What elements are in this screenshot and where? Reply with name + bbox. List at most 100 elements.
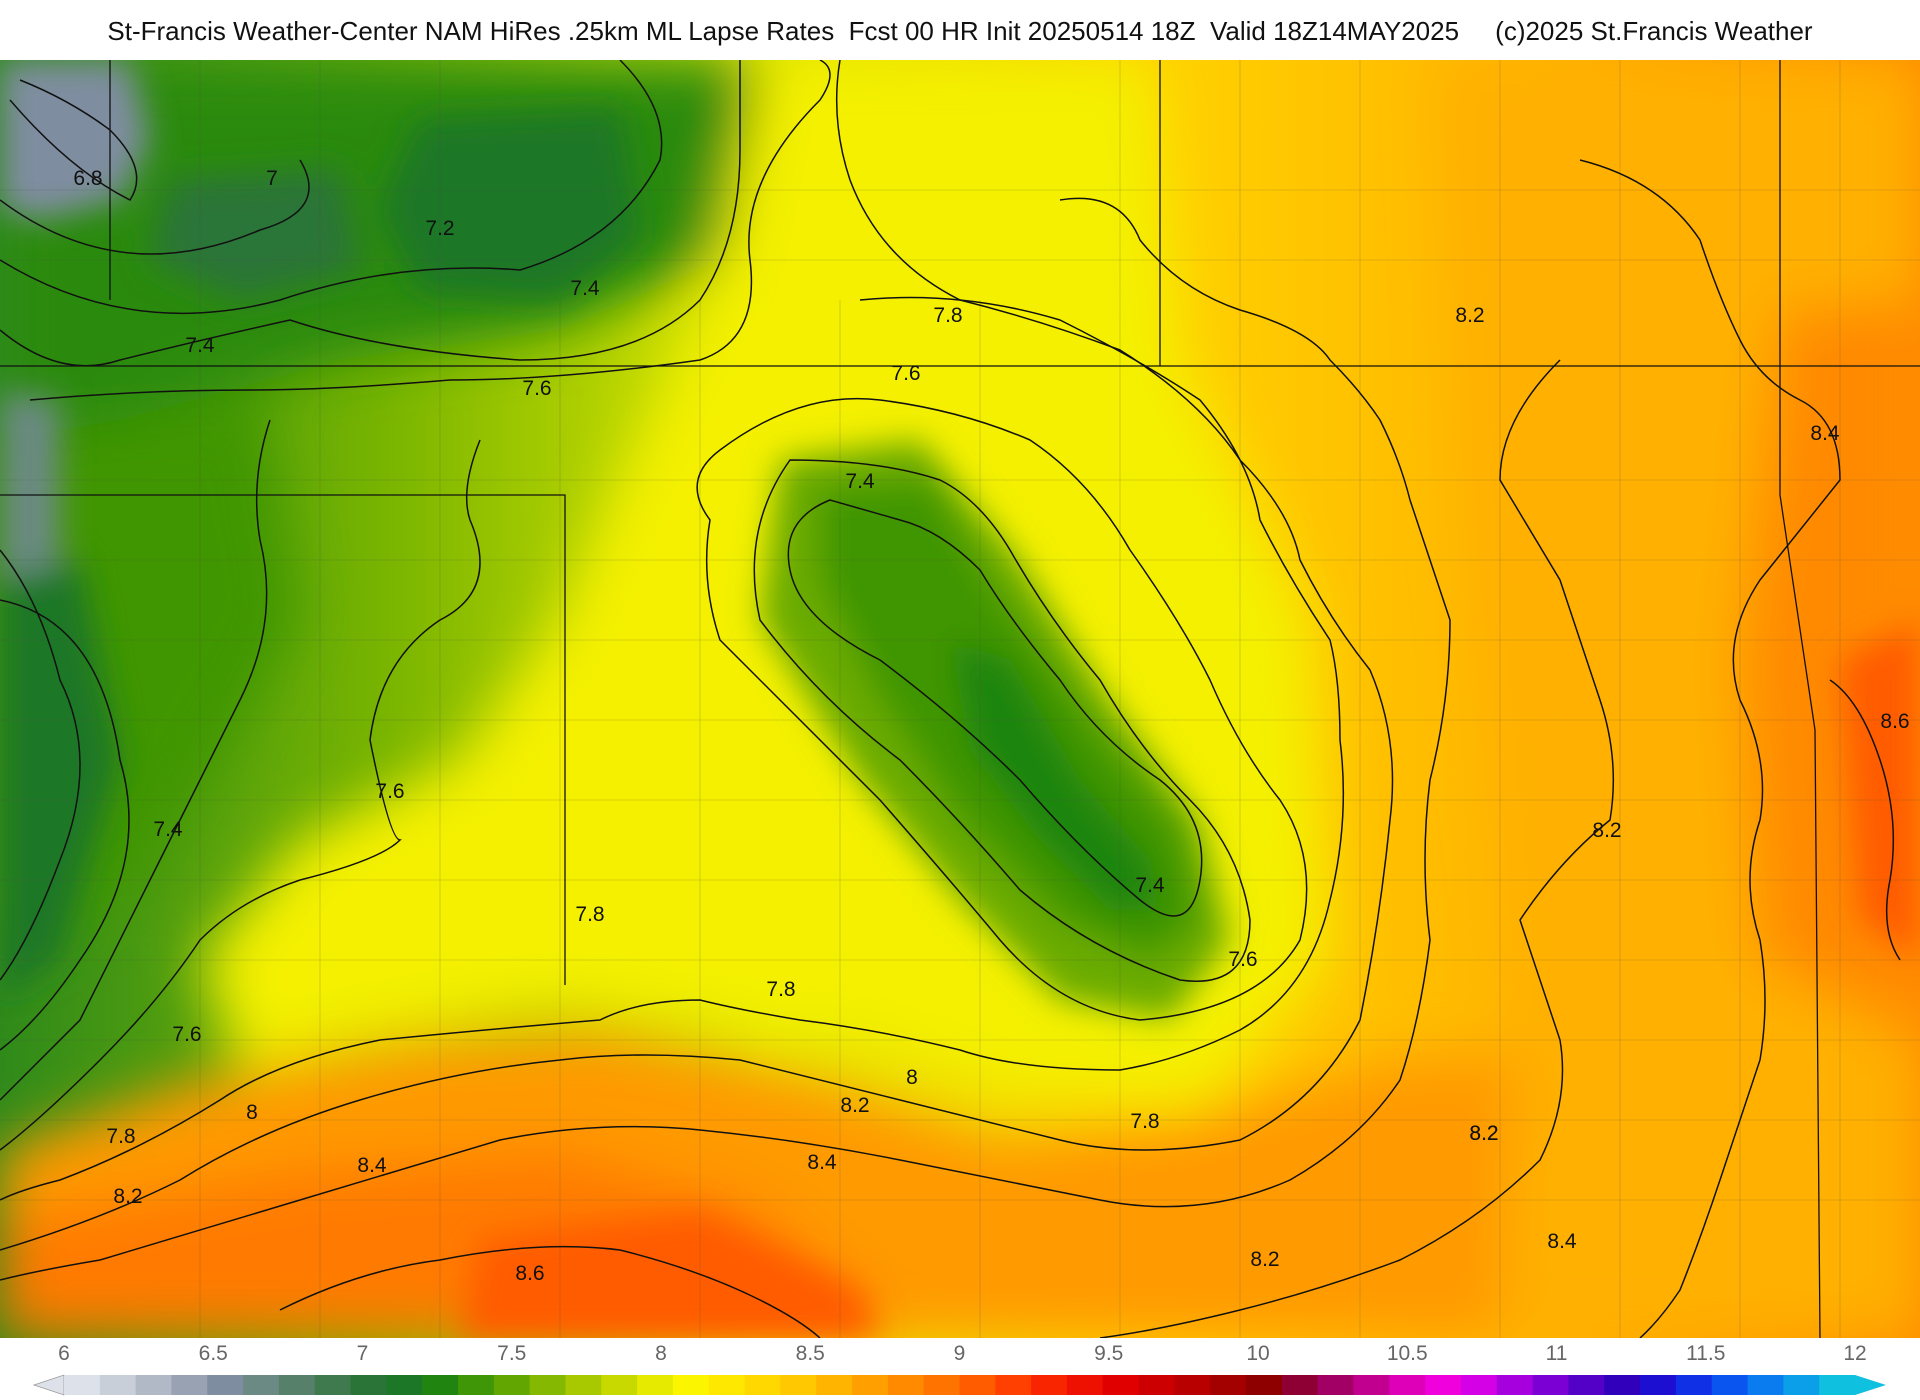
legend-color-swatch [1675,1375,1713,1395]
contour-label: 7.6 [375,780,404,803]
legend-color-swatch [314,1375,352,1395]
contour-label: 7.8 [766,978,795,1001]
county-lines [0,60,1920,1338]
legend-tick-label: 10.5 [1386,1342,1428,1365]
legend-tick-label: 12 [1843,1342,1867,1365]
legend-color-swatch [1711,1375,1749,1395]
legend-tick-label: 11 [1545,1342,1568,1365]
legend-max-arrow [1855,1375,1886,1395]
contour-label: 7.2 [425,217,454,240]
legend-color-swatch [1246,1375,1283,1395]
title-bar: St-Francis Weather-Center NAM HiRes .25k… [0,0,1920,60]
legend-color-swatch [708,1375,746,1395]
legend-color-swatch [64,1375,101,1395]
contour-label: 7.4 [845,470,875,493]
contour-label: 8 [906,1066,918,1089]
legend-color-swatch [1031,1375,1068,1395]
legend-color-swatch [1819,1375,1856,1395]
legend-color-swatch [1747,1375,1784,1395]
legend-color-bar [32,1374,1886,1396]
legend-color-swatch [1783,1375,1820,1395]
legend-color-swatch [1568,1375,1605,1395]
legend-color-swatch [1389,1375,1426,1395]
legend-color-swatch [995,1375,1032,1395]
legend-tick-label: 8.5 [795,1342,825,1365]
legend-color-swatch [780,1375,817,1395]
contour-label: 7.6 [1228,948,1257,971]
legend-color-swatch [852,1375,889,1395]
legend-color-swatch [529,1375,566,1395]
legend-tick-label: 9.5 [1094,1342,1124,1365]
contour-label: 7.8 [575,903,604,926]
legend-color-swatch [1604,1375,1641,1395]
contour-label: 8.2 [1250,1248,1279,1271]
legend-color-swatch [1353,1375,1390,1395]
legend-color-swatch [350,1375,387,1395]
legend-color-swatch [887,1375,925,1395]
legend-color-swatch [422,1375,459,1395]
contour-label: 7.6 [172,1023,201,1046]
contour-label: 8.6 [515,1262,544,1285]
legend-color-swatch [99,1375,137,1395]
legend-color-swatch [386,1375,423,1395]
contour-label: 7.6 [891,362,920,385]
contour-label: 8.2 [1469,1122,1498,1145]
contour-label: 8.4 [1547,1230,1577,1253]
legend-color-swatch [1066,1375,1104,1395]
contour-label: 7.4 [185,334,215,357]
legend-tick-label: 8 [655,1342,667,1365]
contour-labels: 6.8 7 7.2 7.4 7.4 7.6 7.6 7.8 8.2 8.4 7.4 8.6 7.6 7.4… [73,167,1909,1285]
legend-color-swatch [171,1375,208,1395]
legend-color-swatch [637,1375,674,1395]
legend-color-swatch [565,1375,602,1395]
contour-label: 7.8 [933,304,962,327]
legend-color-swatch [923,1375,960,1395]
legend-tick-label: 11.5 [1686,1342,1726,1365]
color-field [0,60,1920,1338]
legend-color-swatch [1210,1375,1247,1395]
legend-color-swatch [601,1375,638,1395]
legend-color-swatch [816,1375,853,1395]
legend-color-swatch [1102,1375,1140,1395]
contour-label: 7.4 [570,277,600,300]
contour-label: 8.4 [357,1154,387,1177]
legend-color-swatch [744,1375,781,1395]
legend-color-swatch [458,1375,495,1395]
legend-color-swatch [1317,1375,1355,1395]
contour-label: 7.4 [1135,874,1165,897]
legend-color-swatch [672,1375,710,1395]
lapse-rate-map[interactable]: 6.8 7 7.2 7.4 7.4 7.6 7.6 7.8 8.2 8.4 7.4 8.6 7.6 7.4… [0,60,1920,1338]
contour-label: 6.8 [73,167,102,190]
legend-color-swatch [1460,1375,1498,1395]
contour-label: 7.6 [522,377,551,400]
legend-color-swatch [135,1375,172,1395]
legend-color-swatch [1532,1375,1569,1395]
legend-tick-label: 7.5 [497,1342,527,1365]
legend-color-swatch [1425,1375,1462,1395]
state-borders [0,60,1920,1338]
legend-color-swatch [1138,1375,1175,1395]
contour-label: 8.4 [807,1151,837,1174]
legend-color-swatch [1496,1375,1534,1395]
contour-label: 8.2 [1592,819,1621,842]
color-scale-legend: 6 6.5 7 7.5 8 8.5 9 9.5 10 10.5 11 11.5 12 [0,1338,1920,1400]
legend-color-swatch [959,1375,996,1395]
contour-label: 8.2 [1469,1122,1498,1145]
contour-label: 7.8 [106,1125,135,1148]
contour-label: 8 [246,1101,258,1124]
legend-tick-label: 6 [58,1342,70,1365]
legend-tick-label: 10 [1246,1342,1270,1365]
contour-label: 8.6 [1880,710,1909,733]
contour-label: 8.2 [840,1094,869,1117]
legend-tick-label: 9 [953,1342,966,1365]
legend-color-swatch [1281,1375,1319,1395]
map-panel[interactable]: 6.8 7 7.2 7.4 7.4 7.6 7.6 7.8 8.2 8.4 7.4 8.6 7.6 7.4… [0,60,1920,1338]
map-title: St-Francis Weather-Center NAM HiRes .25k… [107,16,1813,46]
contour-label: 8.4 [1810,422,1840,445]
legend-color-swatch [278,1375,316,1395]
legend-tick-label: 6.5 [198,1342,228,1365]
legend-color-swatch [1640,1375,1677,1395]
contour-label: 7 [266,167,278,190]
legend-color-swatch [1174,1375,1211,1395]
contour-label: 8.2 [1455,304,1484,327]
